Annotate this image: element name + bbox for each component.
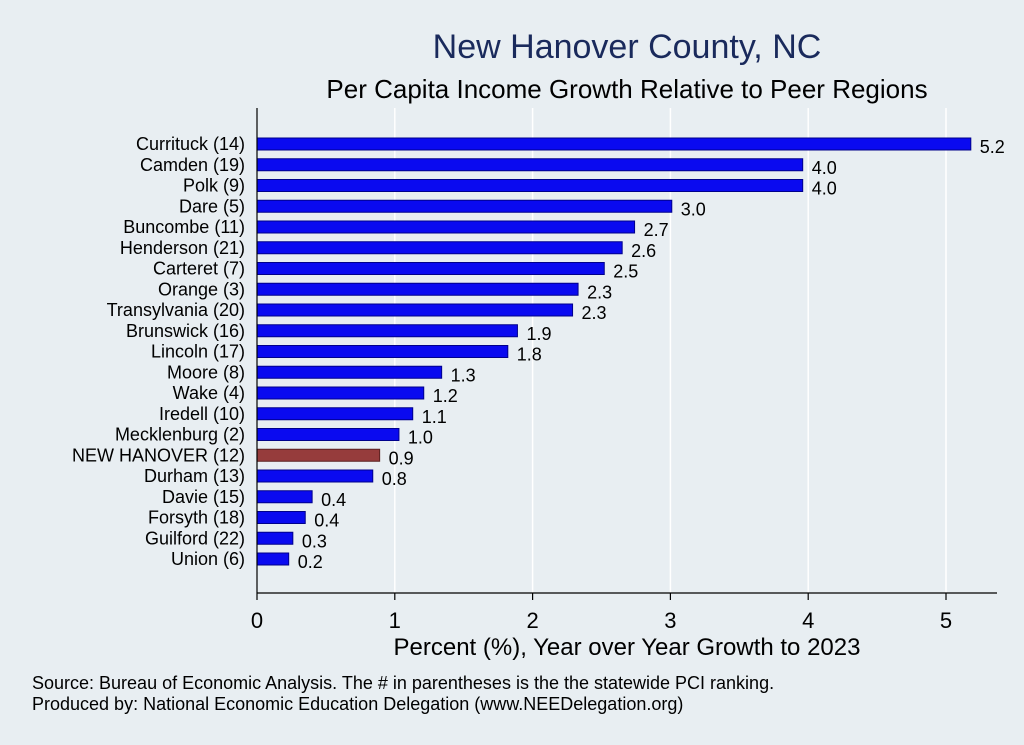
category-labels: Currituck (14)Camden (19)Polk (9)Dare (5… bbox=[72, 134, 245, 569]
value-label: 2.7 bbox=[644, 220, 669, 240]
bar bbox=[256, 531, 294, 545]
x-tick-label: 3 bbox=[664, 608, 676, 633]
category-label: Iredell (10) bbox=[159, 404, 245, 424]
value-label: 1.3 bbox=[451, 365, 476, 385]
category-label: Brunswick (16) bbox=[126, 321, 245, 341]
bar bbox=[256, 303, 574, 317]
category-label: Henderson (21) bbox=[120, 238, 245, 258]
bar bbox=[256, 199, 673, 213]
value-label: 2.3 bbox=[582, 303, 607, 323]
category-label: Davie (15) bbox=[162, 487, 245, 507]
bar bbox=[256, 386, 425, 400]
category-label: Orange (3) bbox=[158, 279, 245, 299]
bar bbox=[256, 324, 518, 338]
x-tick-label: 4 bbox=[802, 608, 814, 633]
bar bbox=[256, 137, 972, 151]
bar bbox=[256, 511, 306, 524]
category-label: Camden (19) bbox=[140, 155, 245, 175]
value-label: 1.2 bbox=[433, 386, 458, 406]
value-label: 4.0 bbox=[812, 179, 837, 199]
bars bbox=[256, 137, 972, 566]
category-label: Wake (4) bbox=[173, 383, 245, 403]
x-tick-label: 1 bbox=[389, 608, 401, 633]
value-label: 1.9 bbox=[526, 324, 551, 344]
category-label: NEW HANOVER (12) bbox=[72, 445, 245, 465]
value-label: 5.2 bbox=[980, 137, 1005, 157]
bar bbox=[256, 552, 290, 566]
category-label: Moore (8) bbox=[167, 362, 245, 382]
bar bbox=[256, 428, 400, 441]
bar bbox=[256, 179, 804, 192]
source-note: Source: Bureau of Economic Analysis. The… bbox=[32, 673, 774, 693]
value-label: 4.0 bbox=[812, 158, 837, 178]
category-label: Carteret (7) bbox=[153, 259, 245, 279]
bar bbox=[256, 365, 443, 379]
value-label: 2.5 bbox=[613, 262, 638, 282]
category-label: Dare (5) bbox=[179, 196, 245, 216]
value-label: 0.4 bbox=[321, 490, 346, 510]
category-label: Transylvania (20) bbox=[107, 300, 245, 320]
value-label: 1.0 bbox=[408, 428, 433, 448]
bar bbox=[256, 345, 509, 358]
x-axis-title: Percent (%), Year over Year Growth to 20… bbox=[394, 634, 861, 661]
bar bbox=[256, 490, 313, 504]
value-label: 3.0 bbox=[681, 199, 706, 219]
bar bbox=[256, 241, 623, 255]
chart-subtitle: Per Capita Income Growth Relative to Pee… bbox=[326, 74, 927, 104]
value-label: 0.4 bbox=[314, 511, 339, 531]
category-label: Guilford (22) bbox=[145, 528, 245, 548]
category-label: Buncombe (11) bbox=[123, 217, 245, 237]
value-label: 0.2 bbox=[298, 552, 323, 572]
category-label: Currituck (14) bbox=[136, 134, 245, 154]
chart-title: New Hanover County, NC bbox=[433, 28, 822, 66]
bar bbox=[256, 220, 636, 234]
category-label: Union (6) bbox=[171, 549, 245, 569]
producer-note: Produced by: National Economic Education… bbox=[32, 694, 683, 714]
bar bbox=[256, 158, 804, 172]
bar bbox=[256, 407, 414, 421]
bar bbox=[256, 469, 374, 483]
x-tick-label: 2 bbox=[526, 608, 538, 633]
value-labels: 5.24.04.03.02.72.62.52.32.31.91.81.31.21… bbox=[298, 137, 1005, 572]
category-label: Lincoln (17) bbox=[151, 342, 245, 362]
value-label: 1.8 bbox=[517, 345, 542, 365]
value-label: 0.9 bbox=[389, 448, 414, 468]
category-label: Durham (13) bbox=[144, 466, 245, 486]
category-label: Forsyth (18) bbox=[148, 508, 245, 528]
bar bbox=[256, 448, 381, 462]
bar bbox=[256, 262, 605, 275]
value-label: 2.6 bbox=[631, 241, 656, 261]
category-label: Mecklenburg (2) bbox=[115, 425, 245, 445]
x-ticks: 0 1 2 3 4 5 bbox=[251, 593, 952, 633]
value-label: 0.3 bbox=[302, 531, 327, 551]
bar bbox=[256, 282, 579, 296]
value-label: 2.3 bbox=[587, 282, 612, 302]
value-label: 0.8 bbox=[382, 469, 407, 489]
value-label: 1.1 bbox=[422, 407, 447, 427]
category-label: Polk (9) bbox=[183, 176, 245, 196]
x-tick-label: 5 bbox=[940, 608, 952, 633]
x-tick-label: 0 bbox=[251, 608, 263, 633]
